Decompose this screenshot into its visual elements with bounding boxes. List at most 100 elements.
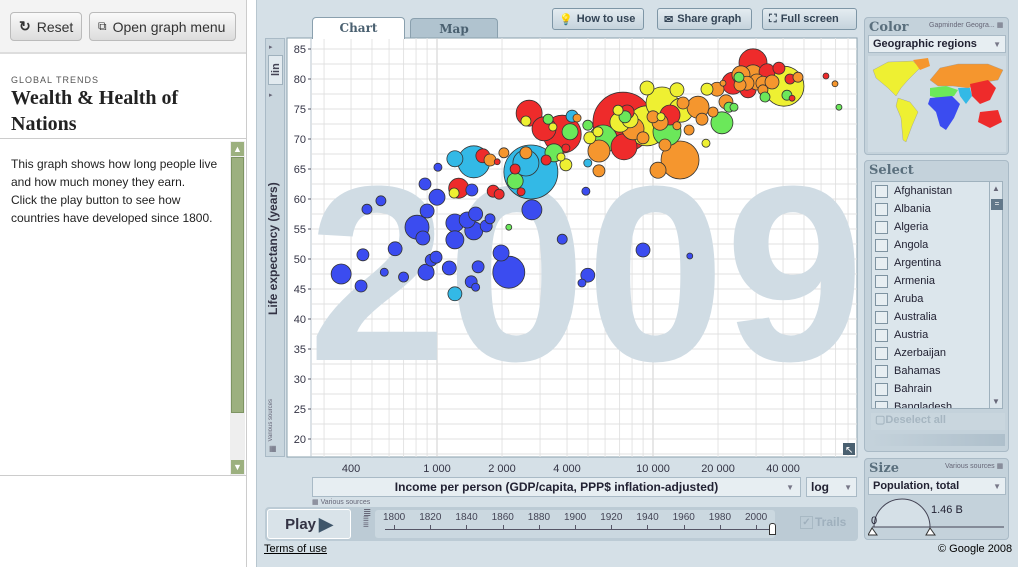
country-bubble[interactable] [635, 242, 651, 258]
country-bubble[interactable] [822, 72, 830, 80]
x-source-link[interactable]: ▦ Various sources [312, 499, 371, 506]
trails-checkbox[interactable]: ✓ Trails [800, 515, 846, 529]
country-checkbox[interactable] [875, 310, 888, 324]
country-item[interactable]: Bahrain [872, 380, 1002, 398]
country-bubble[interactable] [831, 80, 839, 88]
share-graph-button[interactable]: ✉ Share graph [657, 8, 752, 30]
country-bubble[interactable] [519, 146, 533, 160]
country-bubble[interactable] [428, 188, 446, 206]
country-bubble[interactable] [492, 255, 526, 289]
country-bubble[interactable] [509, 163, 521, 175]
country-bubble[interactable] [471, 260, 485, 274]
country-bubble[interactable] [471, 282, 481, 292]
open-graph-menu-button[interactable]: ⧉ Open graph menu [89, 12, 236, 41]
country-bubble[interactable] [636, 131, 650, 145]
country-bubble[interactable] [419, 203, 435, 219]
scroll-thumb[interactable] [231, 157, 244, 413]
country-bubble[interactable] [672, 121, 682, 131]
country-bubble[interactable] [492, 244, 510, 262]
country-bubble[interactable] [669, 82, 685, 98]
country-bubble[interactable] [733, 71, 745, 83]
deselect-all-button[interactable]: ▢Deselect all [871, 413, 1005, 430]
resize-handle[interactable] [843, 443, 855, 455]
country-bubble[interactable] [729, 102, 739, 112]
country-bubble[interactable] [707, 106, 719, 118]
country-bubble[interactable] [676, 96, 690, 110]
color-source-link[interactable]: Gapminder Geogra... ▦ [929, 22, 1004, 29]
map-mena[interactable] [930, 86, 958, 98]
country-bubble[interactable] [772, 61, 786, 75]
timeline-handle[interactable] [769, 523, 777, 535]
country-bubble[interactable] [483, 153, 497, 167]
country-bubble[interactable] [387, 241, 403, 257]
country-bubble[interactable] [561, 143, 571, 153]
map-south-asia[interactable] [958, 88, 972, 104]
country-bubble[interactable] [540, 154, 552, 166]
scroll-down-icon[interactable]: ▼ [231, 460, 244, 474]
country-bubble[interactable] [521, 199, 543, 221]
country-bubble[interactable] [417, 263, 435, 281]
scroll-up-icon[interactable]: ▲ [231, 142, 244, 156]
country-bubble[interactable] [710, 111, 734, 135]
country-bubble[interactable] [559, 158, 573, 172]
map-greenland[interactable] [913, 58, 930, 70]
country-bubble[interactable] [701, 138, 711, 148]
country-bubble[interactable] [468, 206, 484, 222]
country-bubble[interactable] [572, 113, 582, 123]
country-bubble[interactable] [484, 213, 496, 225]
country-bubble[interactable] [583, 131, 597, 145]
country-checkbox[interactable] [875, 256, 888, 270]
country-bubble[interactable] [418, 177, 432, 191]
country-bubble[interactable] [445, 230, 465, 250]
country-bubble[interactable] [658, 138, 672, 152]
tab-map[interactable]: Map [410, 18, 498, 39]
country-bubble[interactable] [375, 195, 387, 207]
country-item[interactable]: Bahamas [872, 362, 1002, 380]
size-dropdown[interactable]: Population, total ▼ [868, 477, 1006, 495]
country-bubble[interactable] [446, 150, 464, 168]
country-item[interactable]: Azerbaijan [872, 344, 1002, 362]
country-bubble[interactable] [587, 139, 611, 163]
country-item[interactable]: Afghanistan [872, 182, 1002, 200]
country-item[interactable]: Aruba [872, 290, 1002, 308]
country-bubble[interactable] [356, 248, 370, 262]
country-bubble[interactable] [361, 203, 373, 215]
color-dropdown[interactable]: Geographic regions ▼ [868, 35, 1006, 53]
country-bubble[interactable] [506, 172, 524, 190]
timeline[interactable]: 1800 1820 1840 1860 1880 1900 1920 1940 1960 1980… [375, 510, 775, 538]
country-bubble[interactable] [493, 188, 505, 200]
country-bubble[interactable] [448, 187, 460, 199]
country-checkbox[interactable] [875, 292, 888, 306]
grid-icon[interactable]: ▦ [269, 444, 277, 453]
country-bubble[interactable] [700, 82, 714, 96]
country-bubble[interactable] [548, 122, 558, 132]
country-bubble[interactable] [498, 147, 510, 159]
country-item[interactable]: Austria [872, 326, 1002, 344]
country-bubble[interactable] [542, 113, 554, 125]
size-source-link[interactable]: Various sources ▦ [945, 463, 1004, 470]
country-bubble[interactable] [582, 119, 594, 131]
country-bubble[interactable] [429, 250, 443, 264]
country-bubble[interactable] [686, 252, 694, 260]
map-africa[interactable] [928, 96, 960, 130]
country-bubble[interactable] [792, 71, 804, 83]
country-bubble[interactable] [354, 279, 368, 293]
country-bubble[interactable] [520, 115, 532, 127]
country-bubble[interactable] [649, 161, 667, 179]
expand-arrow-icon[interactable]: ▸ [269, 44, 273, 51]
country-bubble[interactable] [465, 183, 479, 197]
country-bubble[interactable] [556, 152, 566, 162]
country-bubble[interactable] [447, 286, 463, 302]
country-item[interactable]: Bangladesh [872, 398, 1002, 408]
country-bubble[interactable] [561, 123, 579, 141]
region-map[interactable] [868, 56, 1006, 152]
country-bubble[interactable] [330, 263, 352, 285]
terms-of-use-link[interactable]: Terms of use [264, 543, 327, 555]
country-bubble[interactable] [788, 94, 796, 102]
country-bubble[interactable] [835, 103, 843, 111]
country-bubble[interactable] [433, 162, 443, 172]
country-checkbox[interactable] [875, 274, 888, 288]
country-bubble[interactable] [516, 187, 526, 197]
tab-chart[interactable]: Chart [312, 17, 405, 39]
country-bubble[interactable] [441, 260, 457, 276]
